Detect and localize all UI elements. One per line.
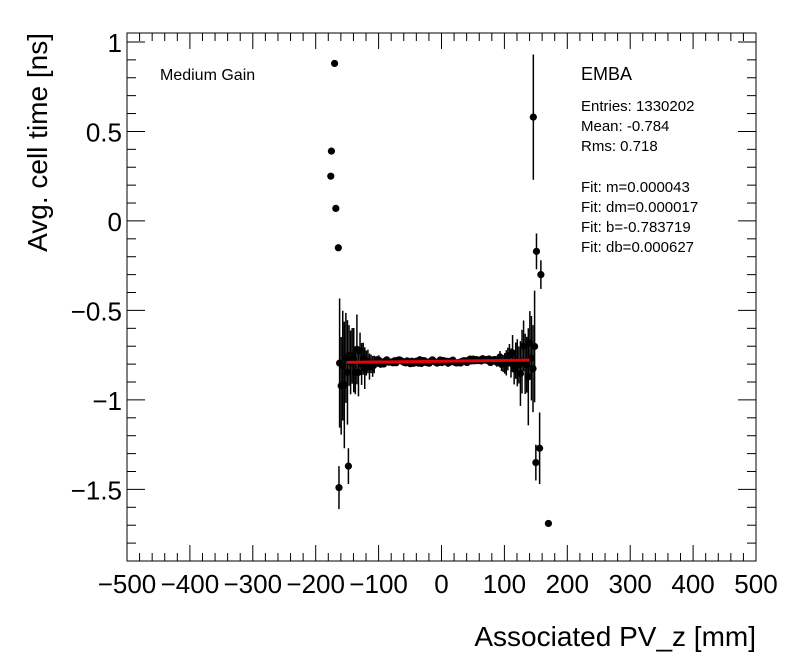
data-point: [536, 444, 544, 452]
y-tick-label: 1: [108, 28, 122, 58]
fit-b: Fit: b=-0.783719: [581, 219, 691, 236]
x-tick-label: 500: [734, 569, 777, 599]
x-tick-label: 0: [434, 569, 448, 599]
data-point: [537, 271, 545, 279]
axis-ticks: [126, 33, 757, 561]
data-point: [544, 519, 553, 528]
y-tick-label: 0.5: [86, 117, 122, 147]
x-tick-label: 300: [609, 569, 652, 599]
fit-line: [347, 358, 530, 364]
stat-rms: Rms: 0.718: [581, 138, 658, 155]
y-tick-label: −1: [92, 386, 122, 416]
data-point: [335, 484, 343, 492]
data-point: [354, 368, 363, 376]
data-point: [327, 172, 335, 180]
y-axis-title: Avg. cell time [ns]: [22, 33, 53, 252]
x-tick-label: −200: [286, 569, 345, 599]
fit-db: Fit: db=0.000627: [581, 239, 694, 256]
x-tick-label: −400: [161, 569, 220, 599]
data-point: [344, 462, 353, 470]
data-point: [529, 364, 537, 373]
data-point: [532, 458, 540, 467]
x-tick-labels: −500 −400 −300 −200 −100 0 100 200 300 400 500: [98, 569, 778, 599]
x-tick-label: 100: [483, 569, 526, 599]
gain-label: Medium Gain: [160, 67, 255, 84]
data-point: [334, 244, 342, 252]
x-axis-title: Associated PV_z [mm]: [474, 621, 756, 652]
stat-entries: Entries: 1330202: [581, 98, 694, 115]
x-tick-label: −500: [98, 569, 157, 599]
x-tick-label: −300: [224, 569, 283, 599]
data-point: [532, 247, 541, 255]
data-point: [332, 204, 340, 213]
y-tick-label: −1.5: [71, 475, 122, 505]
data-points: [327, 54, 553, 528]
data-point: [530, 342, 539, 351]
x-tick-label: 200: [546, 569, 589, 599]
y-tick-label: −0.5: [71, 296, 122, 326]
x-tick-label: −100: [349, 569, 408, 599]
data-point: [330, 59, 339, 68]
x-tick-label: 400: [671, 569, 714, 599]
fit-m: Fit: m=0.000043: [581, 179, 690, 196]
fit-dm: Fit: dm=0.000017: [581, 199, 698, 216]
y-tick-labels: 1 0.5 0 −0.5 −1 −1.5: [71, 28, 122, 505]
data-point: [327, 147, 336, 155]
y-tick-label: 0: [108, 207, 122, 237]
partition-label: EMBA: [581, 64, 632, 84]
data-point: [529, 113, 537, 121]
stat-mean: Mean: -0.784: [581, 118, 669, 135]
